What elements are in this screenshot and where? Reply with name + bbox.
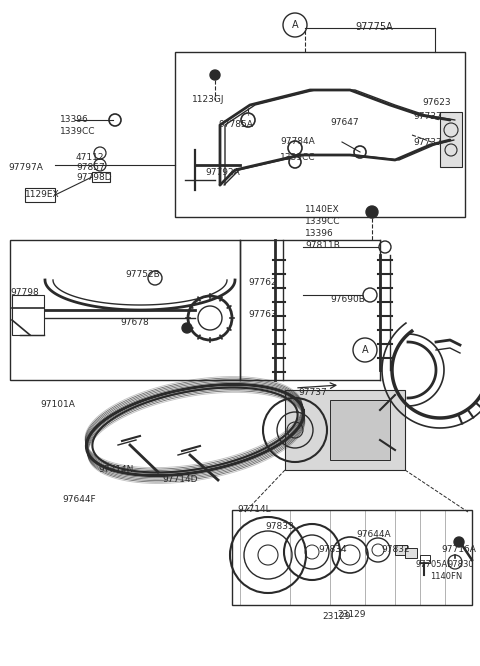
Text: 23129: 23129: [322, 612, 350, 621]
Text: 97644F: 97644F: [62, 495, 96, 504]
Text: 1339CC: 1339CC: [60, 127, 96, 136]
Text: 97752B: 97752B: [125, 270, 160, 279]
Bar: [175, 52, 465, 217]
Bar: [232, 510, 472, 605]
Text: A: A: [362, 345, 368, 355]
Text: 97716A: 97716A: [441, 545, 476, 554]
Bar: [395, 545, 407, 555]
Bar: [420, 555, 430, 563]
Circle shape: [241, 113, 255, 127]
Text: 97797A: 97797A: [8, 163, 43, 172]
Circle shape: [182, 323, 192, 333]
Text: 97857: 97857: [76, 163, 105, 172]
Text: 97737: 97737: [413, 112, 442, 121]
Text: 97690B: 97690B: [330, 295, 365, 304]
Text: 1339CC: 1339CC: [305, 217, 340, 226]
Bar: [25, 188, 55, 202]
Text: 97775A: 97775A: [355, 22, 393, 32]
Text: 97798: 97798: [10, 288, 39, 297]
Text: 23129: 23129: [338, 610, 366, 619]
Circle shape: [148, 271, 162, 285]
Bar: [440, 112, 462, 167]
Text: 97678: 97678: [120, 318, 149, 327]
Text: 97792A: 97792A: [205, 168, 240, 177]
Circle shape: [354, 146, 366, 158]
Text: 97832: 97832: [381, 545, 409, 554]
Bar: [12, 295, 44, 335]
Bar: [92, 172, 110, 182]
Circle shape: [289, 156, 301, 168]
Text: 13396: 13396: [60, 115, 89, 124]
Text: 1123GJ: 1123GJ: [192, 95, 225, 104]
Text: A: A: [292, 20, 298, 30]
Text: 97834: 97834: [318, 545, 347, 554]
Text: 97623: 97623: [422, 98, 451, 107]
Text: 97785A: 97785A: [218, 120, 253, 129]
Text: 1140EX: 1140EX: [305, 205, 340, 214]
Text: 97714D: 97714D: [162, 475, 197, 484]
Text: 97737: 97737: [298, 388, 327, 397]
Text: 1339CC: 1339CC: [280, 153, 315, 162]
Circle shape: [210, 70, 220, 80]
Circle shape: [109, 114, 121, 126]
Bar: [405, 548, 417, 558]
Bar: [330, 400, 390, 460]
Text: 97830: 97830: [448, 560, 475, 569]
Circle shape: [363, 288, 377, 302]
Bar: [10, 240, 240, 380]
Text: 97101A: 97101A: [40, 400, 75, 409]
Text: 97798D: 97798D: [76, 173, 112, 182]
Text: 97714N: 97714N: [98, 465, 133, 474]
Text: 47112: 47112: [76, 153, 105, 162]
Text: 1140FN: 1140FN: [430, 572, 462, 581]
Text: 97705AI: 97705AI: [415, 560, 450, 569]
Text: 97737: 97737: [413, 138, 442, 147]
Circle shape: [454, 537, 464, 547]
Text: 97714L: 97714L: [237, 505, 271, 514]
Text: 97644A: 97644A: [356, 530, 391, 539]
Text: 13396: 13396: [305, 229, 334, 238]
Text: 97647: 97647: [330, 118, 359, 127]
Text: 97762: 97762: [248, 278, 276, 287]
Text: 97811B: 97811B: [305, 241, 340, 250]
Text: 97833: 97833: [265, 522, 294, 531]
Circle shape: [288, 141, 302, 155]
Bar: [285, 390, 405, 470]
Text: 97784A: 97784A: [280, 137, 315, 146]
Text: 97763: 97763: [248, 310, 277, 319]
Circle shape: [366, 206, 378, 218]
Text: 1129EX: 1129EX: [25, 190, 60, 199]
